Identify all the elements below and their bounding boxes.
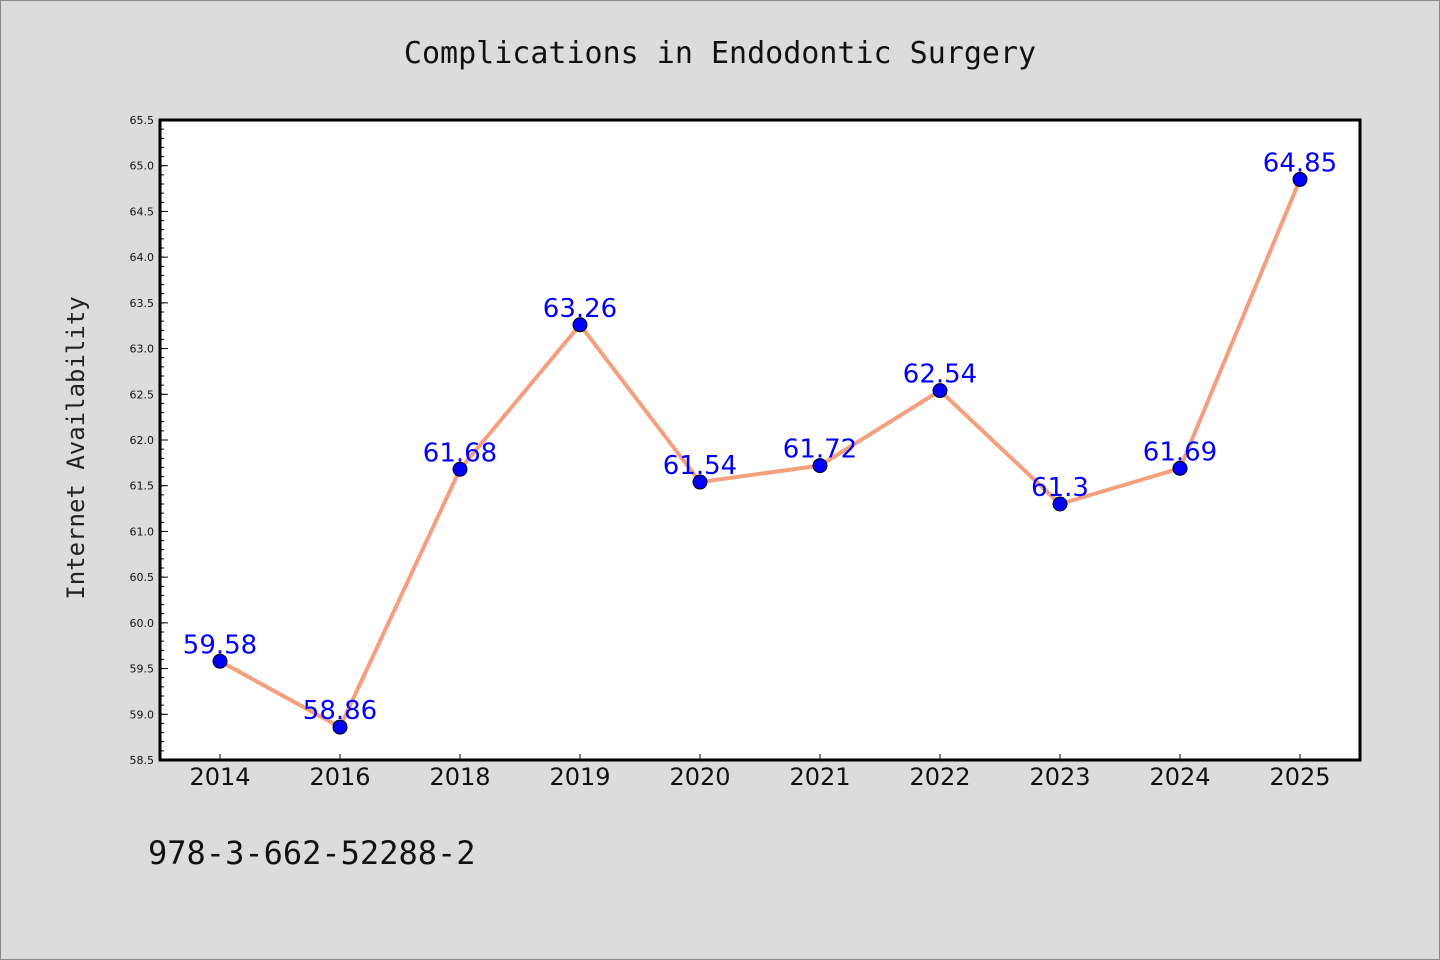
x-tick-label: 2016 [309,763,370,791]
y-tick-label: 60.5 [130,571,155,584]
data-point [332,719,348,735]
x-axis-ticks: 2014 2016 2018 2019 2020 2021 2022 2023 2024 2025 [189,754,1331,791]
series-layer: 59.58 58.86 61.68 63.26 61.54 61.72 62.54 61.3 6… [183,148,1337,735]
y-tick-label: 62.0 [130,434,155,447]
y-tick-label: 64.5 [130,205,155,218]
data-label: 61.69 [1143,437,1217,467]
y-tick-label: 59.0 [130,708,155,721]
data-label: 61.54 [663,451,737,481]
isbn-text: 978-3-662-52288-2 [148,834,476,872]
data-label: 61.3 [1031,473,1089,503]
y-tick-label: 59.5 [130,663,155,676]
data-label: 61.72 [783,435,857,465]
y-axis-label: Internet Availability [62,296,90,599]
x-tick-label: 2021 [789,763,850,791]
data-label: 61.68 [423,438,497,468]
plot-frame [158,118,1362,762]
y-tick-label: 58.5 [130,754,155,767]
y-tick-label: 63.0 [130,343,155,356]
data-label: 59.58 [183,630,257,660]
data-point [1172,460,1188,476]
x-tick-label: 2022 [909,763,970,791]
x-tick-label: 2020 [669,763,730,791]
data-point [1052,496,1068,512]
x-tick-label: 2025 [1269,763,1330,791]
plot-area [160,120,1360,760]
y-axis-ticks: 58.5 59.0 59.5 60.0 60.5 61.0 61.5 62.0 62.5 63.0… [130,114,168,767]
x-tick-label: 2023 [1029,763,1090,791]
y-tick-label: 64.0 [130,251,155,264]
x-tick-label: 2018 [429,763,490,791]
data-point [692,474,708,490]
data-label: 64.85 [1263,148,1337,178]
series-line [218,177,1302,730]
y-tick-label: 63.5 [130,297,155,310]
y-tick-label: 61.0 [130,525,155,538]
data-point [1292,171,1308,187]
data-label: 63.26 [543,294,617,324]
chart-title: Complications in Endodontic Surgery [404,36,1036,71]
x-tick-label: 2014 [189,763,250,791]
y-tick-label: 62.5 [130,388,155,401]
x-tick-label: 2019 [549,763,610,791]
y-tick-label: 60.0 [130,617,155,630]
data-point [572,317,588,333]
x-tick-label: 2024 [1149,763,1210,791]
data-point [932,383,948,399]
data-label: 62.54 [903,360,977,390]
data-label: 58.86 [303,696,377,726]
data-point [452,461,468,477]
y-tick-label: 65.5 [130,114,155,127]
data-point [212,653,228,669]
data-point [812,458,828,474]
y-tick-label: 61.5 [130,480,155,493]
y-tick-label: 65.0 [130,160,155,173]
